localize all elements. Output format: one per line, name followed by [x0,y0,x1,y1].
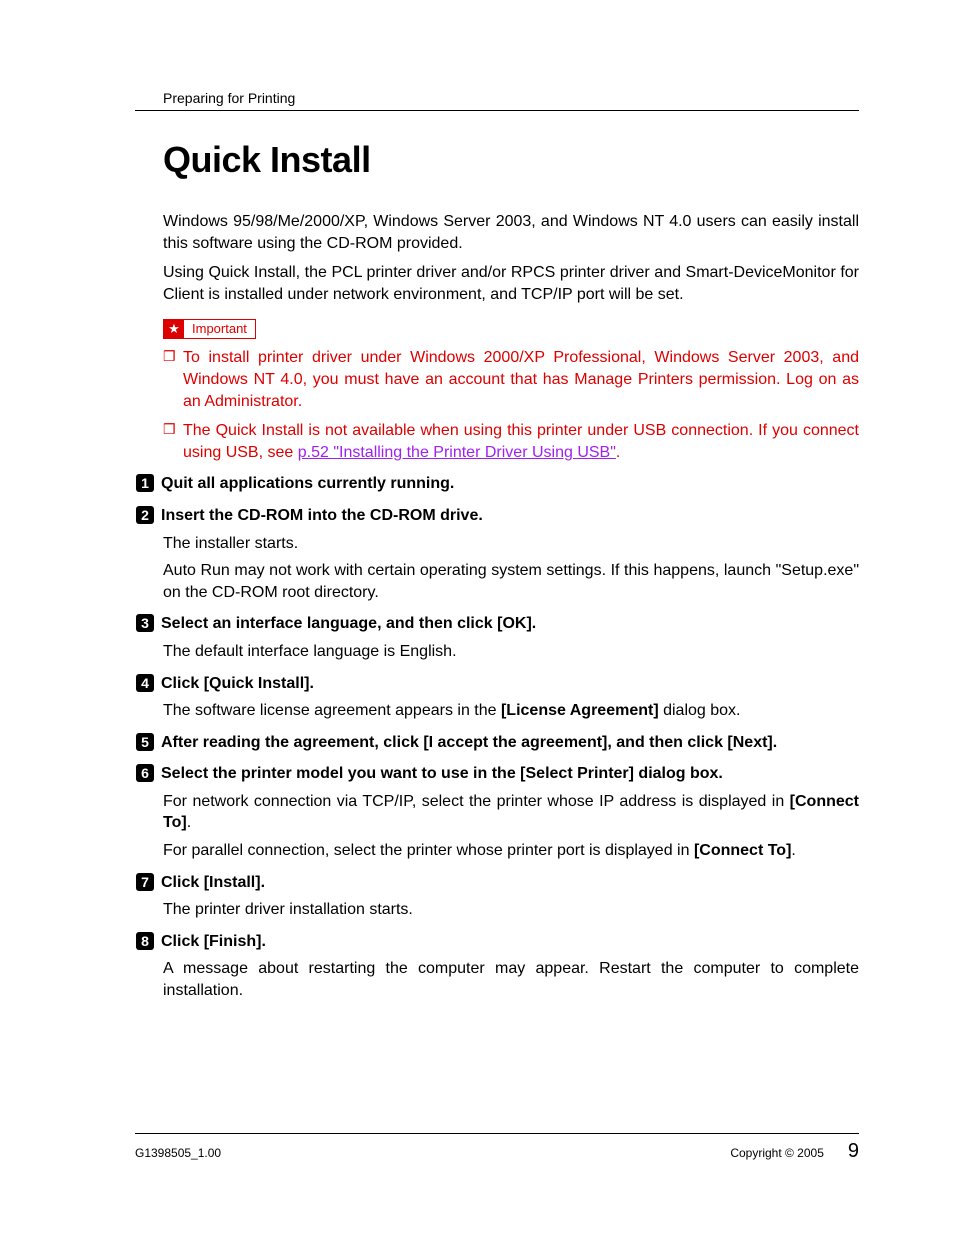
doc-id: G1398505_1.00 [135,1146,221,1160]
section-header: Preparing for Printing [135,90,859,106]
step: 8 Click [Finish]. A message about restar… [135,931,859,1002]
star-icon: ★ [164,320,184,338]
step: 5 After reading the agreement, click [I … [135,732,859,754]
bullet-icon: ❒ [163,347,183,412]
important-item: ❒ The Quick Install is not available whe… [163,420,859,463]
step: 4 Click [Quick Install]. The software li… [135,673,859,722]
step-number-icon: 3 [135,613,155,633]
step-body: For parallel connection, select the prin… [163,840,859,862]
bullet-icon: ❒ [163,420,183,463]
important-list: ❒ To install printer driver under Window… [135,347,859,463]
header-rule: Preparing for Printing [135,90,859,111]
step-body: A message about restarting the computer … [163,958,859,1001]
important-text: To install printer driver under Windows … [183,347,859,412]
step-number-icon: 8 [135,931,155,951]
step-body: The installer starts. [163,533,859,555]
step-body: Auto Run may not work with certain opera… [163,560,859,603]
step-body: The default interface language is Englis… [163,641,859,663]
page-title: Quick Install [135,139,859,181]
step: 3 Select an interface language, and then… [135,613,859,662]
step-body: For network connection via TCP/IP, selec… [163,791,859,834]
step-body: The printer driver installation starts. [163,899,859,921]
step-title: Quit all applications currently running. [161,473,859,495]
intro-paragraph: Using Quick Install, the PCL printer dri… [135,262,859,305]
important-label: Important [184,320,255,338]
step-title: Click [Finish]. [161,931,859,953]
copyright: Copyright © 2005 [730,1146,824,1160]
important-badge: ★ Important [163,319,256,339]
svg-text:7: 7 [141,874,149,890]
step: 2 Insert the CD-ROM into the CD-ROM driv… [135,505,859,603]
step-title: Select an interface language, and then c… [161,613,859,635]
step-number-icon: 2 [135,505,155,525]
svg-text:1: 1 [141,475,149,491]
step-title: After reading the agreement, click [I ac… [161,732,859,754]
step: 7 Click [Install]. The printer driver in… [135,872,859,921]
step-title: Click [Quick Install]. [161,673,859,695]
intro-paragraph: Windows 95/98/Me/2000/XP, Windows Server… [135,211,859,254]
step-number-icon: 6 [135,763,155,783]
svg-text:3: 3 [141,615,149,631]
step-number-icon: 7 [135,872,155,892]
important-item: ❒ To install printer driver under Window… [163,347,859,412]
svg-text:6: 6 [141,765,149,781]
step-number-icon: 5 [135,732,155,752]
page-number: 9 [848,1140,859,1163]
step: 1 Quit all applications currently runnin… [135,473,859,495]
svg-text:8: 8 [141,933,149,949]
svg-text:2: 2 [141,507,149,523]
svg-text:5: 5 [141,734,149,750]
step-title: Insert the CD-ROM into the CD-ROM drive. [161,505,859,527]
page-footer: G1398505_1.00 Copyright © 2005 9 [135,1133,859,1163]
step-body: The software license agreement appears i… [163,700,859,722]
important-text: The Quick Install is not available when … [183,420,859,463]
cross-ref-link[interactable]: p.52 "Installing the Printer Driver Usin… [298,444,616,461]
step-number-icon: 4 [135,673,155,693]
step-title: Select the printer model you want to use… [161,763,859,785]
step-number-icon: 1 [135,473,155,493]
svg-text:4: 4 [141,675,149,691]
step-title: Click [Install]. [161,872,859,894]
step: 6 Select the printer model you want to u… [135,763,859,861]
